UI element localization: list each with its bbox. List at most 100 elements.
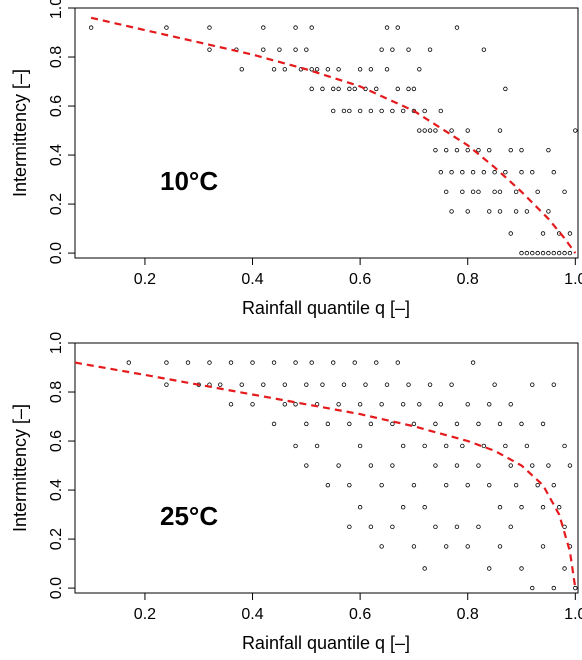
scatter-point xyxy=(524,443,530,449)
scatter-point xyxy=(454,421,460,427)
scatter-point xyxy=(433,421,438,427)
scatter-point xyxy=(540,505,546,510)
scatter-point xyxy=(465,482,470,488)
x-tick-label: 0.4 xyxy=(241,271,263,288)
scatter-point xyxy=(357,443,363,449)
scatter-point xyxy=(277,47,282,52)
scatter-point xyxy=(503,170,508,175)
y-tick-label: 0.2 xyxy=(48,193,65,215)
scatter-point xyxy=(508,524,513,530)
scatter-point xyxy=(487,209,492,214)
scatter-point xyxy=(481,443,487,449)
scatter-point xyxy=(481,47,487,52)
scatter-point xyxy=(207,360,212,365)
chart-panel-25c: 0.2 0.4 0.6 0.8 1.0 0.00.20.40.60.81.0 25°C … xyxy=(10,332,582,653)
scatter-point xyxy=(395,86,400,92)
scatter-point xyxy=(438,170,444,175)
scatter-point xyxy=(492,170,497,175)
scatter-point xyxy=(540,544,546,549)
scatter-point xyxy=(336,463,341,468)
scatter-point xyxy=(465,402,470,407)
temperature-annotation: 25°C xyxy=(160,501,218,531)
scatter-point xyxy=(228,402,234,407)
scatter-point xyxy=(573,128,578,133)
fit-curve xyxy=(90,16,577,254)
x-tick-label: 0.8 xyxy=(457,606,479,623)
scatter-point xyxy=(390,108,395,114)
scatter-point xyxy=(293,360,298,365)
scatter-point xyxy=(427,47,433,52)
scatter-point xyxy=(347,524,352,530)
scatter-point xyxy=(427,128,433,133)
scatter-point xyxy=(352,360,357,365)
scatter-point xyxy=(573,585,578,591)
y-tick-label: 1.0 xyxy=(48,0,65,19)
scatter-point xyxy=(331,86,336,92)
scatter-point xyxy=(492,382,497,387)
scatter-point xyxy=(465,128,470,133)
scatter-point xyxy=(470,360,476,365)
y-tick-label: 0.8 xyxy=(48,46,65,68)
scatter-point xyxy=(562,189,567,195)
scatter-point xyxy=(508,463,513,468)
scatter-point xyxy=(449,209,454,214)
scatter-point xyxy=(422,505,427,510)
y-tick-label: 1.0 xyxy=(48,332,65,354)
scatter-point xyxy=(309,67,314,72)
scatter-point xyxy=(384,25,390,30)
scatter-point xyxy=(309,86,314,92)
y-tick-label: 0.0 xyxy=(48,577,65,599)
y-tick-label: 0.4 xyxy=(48,479,65,501)
scatter-point xyxy=(379,108,384,114)
scatter-point xyxy=(379,402,384,407)
scatter-point xyxy=(454,463,460,468)
y-tick-label: 0.6 xyxy=(48,430,65,452)
scatter-point xyxy=(185,360,191,365)
scatter-points xyxy=(88,25,578,256)
scatter-point xyxy=(379,47,384,52)
scatter-point xyxy=(406,382,411,387)
scatter-point xyxy=(411,482,417,488)
scatter-point xyxy=(524,250,530,256)
scatter-point xyxy=(228,360,234,365)
scatter-point xyxy=(443,544,449,549)
scatter-point xyxy=(433,524,438,530)
scatter-point xyxy=(427,382,433,387)
x-tick-label: 1.0 xyxy=(564,606,582,623)
scatter-point xyxy=(261,382,266,387)
scatter-point xyxy=(261,25,266,30)
scatter-point xyxy=(352,86,357,92)
scatter-point xyxy=(465,544,470,549)
x-tick-label: 0.6 xyxy=(349,271,371,288)
scatter-point xyxy=(540,250,546,256)
scatter-point xyxy=(460,443,465,449)
scatter-point xyxy=(374,360,379,365)
scatter-point xyxy=(261,47,266,52)
scatter-point xyxy=(250,360,255,365)
scatter-point xyxy=(390,524,395,530)
scatter-point xyxy=(384,67,390,72)
scatter-point xyxy=(433,463,438,468)
scatter-point xyxy=(400,505,406,510)
scatter-point xyxy=(304,421,309,427)
x-tick-label: 0.4 xyxy=(241,606,263,623)
scatter-point xyxy=(325,482,331,488)
x-axis-label: Rainfall quantile q [–] xyxy=(242,298,410,318)
scatter-point xyxy=(551,382,556,387)
scatter-point xyxy=(406,86,411,92)
scatter-point xyxy=(454,524,460,530)
scatter-point xyxy=(368,463,374,468)
scatter-point xyxy=(422,108,427,114)
x-tick-label: 0.6 xyxy=(349,606,371,623)
scatter-point xyxy=(449,128,454,133)
scatter-point xyxy=(293,402,298,407)
scatter-point xyxy=(476,524,481,530)
x-tick-label: 1.0 xyxy=(564,271,582,288)
scatter-point xyxy=(476,463,481,468)
scatter-point xyxy=(556,250,562,256)
scatter-point xyxy=(519,170,524,175)
scatter-point xyxy=(271,360,277,365)
scatter-point xyxy=(379,482,384,488)
scatter-point xyxy=(336,67,341,72)
